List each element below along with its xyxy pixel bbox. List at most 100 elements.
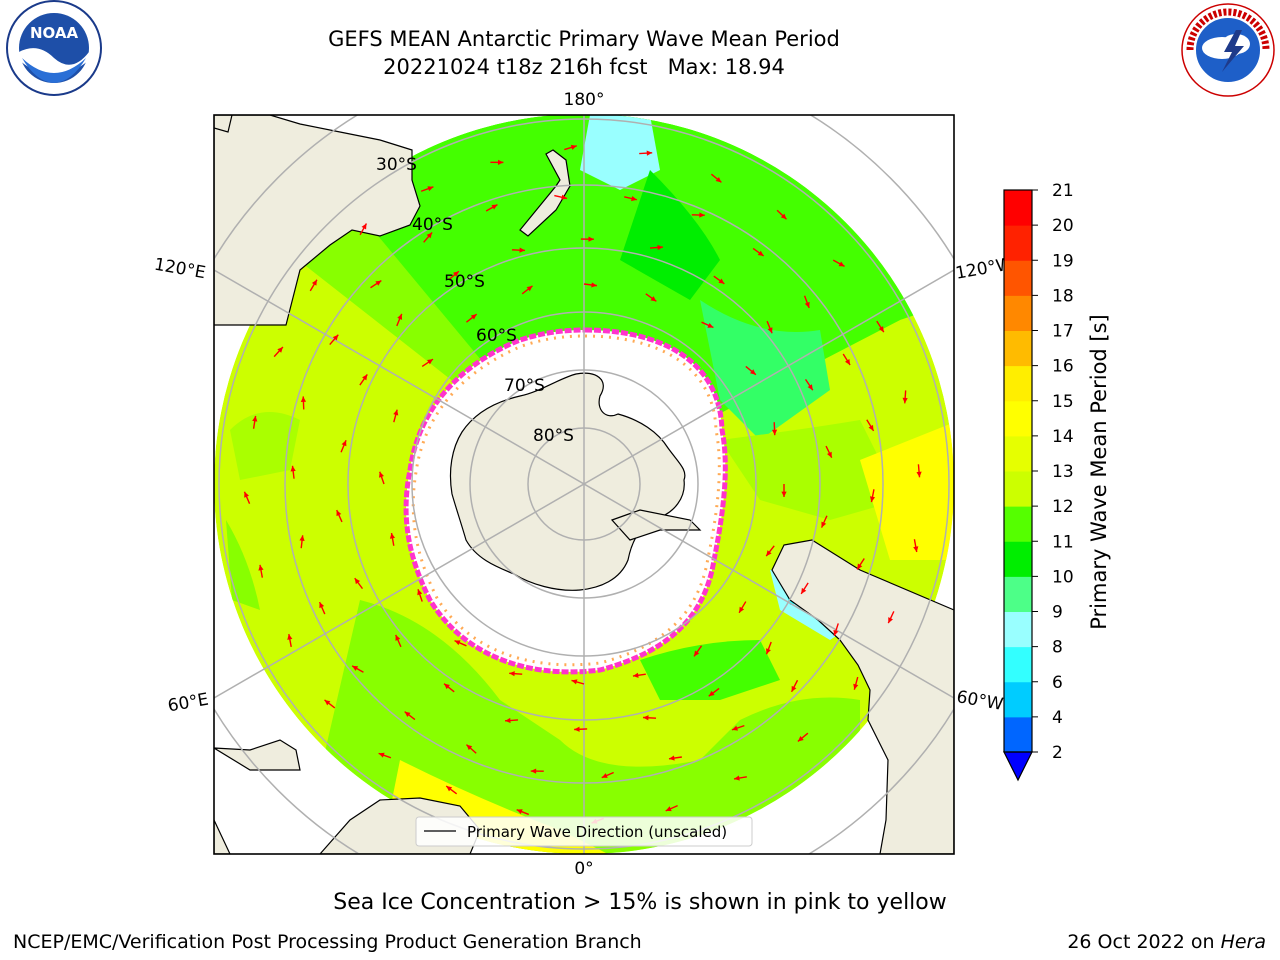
- colorbar-tick-label: 8: [1052, 638, 1063, 658]
- footer-machine: Hera: [1220, 931, 1266, 953]
- wave-arrow-head: [277, 347, 283, 353]
- lon-label-0: 0°: [574, 859, 593, 879]
- wave-arrow-head: [470, 314, 477, 320]
- wave-arrow-head: [632, 672, 639, 678]
- wave-arrow-head: [902, 397, 908, 404]
- map-legend: Primary Wave Direction (unscaled): [415, 816, 753, 847]
- wave-arrow-head: [868, 424, 874, 431]
- lat-label-60s: 60°S: [476, 326, 517, 346]
- colorbar-segment: [1004, 365, 1032, 402]
- wave-arrow-head: [913, 546, 919, 553]
- wave-arrow-head: [739, 606, 745, 613]
- wave-arrow-head: [853, 683, 859, 690]
- wave-arrow-head: [526, 285, 533, 292]
- wave-arrow-head: [341, 440, 347, 447]
- wave-arrow-head: [857, 563, 863, 570]
- noaa-logo: NOAA: [6, 0, 102, 96]
- colorbar-segment: [1004, 541, 1032, 577]
- new-zealand: [519, 149, 571, 237]
- wave-arrow-head: [444, 683, 450, 690]
- chart-title: GEFS MEAN Antarctic Primary Wave Mean Pe…: [328, 27, 840, 51]
- wave-arrow-head: [833, 629, 839, 636]
- wave-arrow-head: [631, 195, 637, 202]
- colorbar-segment: [1004, 611, 1032, 648]
- colorbar-segment: [1004, 330, 1032, 367]
- wave-arrow-head: [826, 451, 832, 458]
- wave-arrow-head: [417, 589, 423, 596]
- wave-arrow-head: [591, 282, 597, 288]
- madagascar: [214, 739, 301, 771]
- wave-arrow-head: [821, 521, 827, 528]
- wave-arrow-head: [379, 471, 384, 478]
- colorbar-label: Primary Wave Mean Period [s]: [1087, 314, 1111, 630]
- wave-arrow-head: [804, 301, 810, 308]
- colorbar-tick-label: 4: [1052, 708, 1063, 728]
- colorbar-tick-label: 18: [1052, 286, 1074, 306]
- wave-arrow-head: [791, 685, 797, 692]
- wave-arrow-head: [766, 550, 772, 557]
- graticule: [214, 115, 954, 854]
- colorbar-segment: [1004, 435, 1032, 472]
- wave-arrow-head: [290, 465, 296, 472]
- wave-arrow-head: [454, 640, 461, 646]
- wave-arrow-head: [361, 223, 367, 230]
- africa-corner: [214, 819, 231, 854]
- wave-arrow-head: [574, 726, 580, 732]
- chart-subtitle: 20221024 t18z 216h fcst Max: 18.94: [383, 55, 785, 79]
- footer-date-text: 26 Oct 2022 on: [1067, 931, 1221, 953]
- wave-arrow-head: [643, 715, 649, 721]
- australia-north: [214, 115, 233, 133]
- wave-arrow-head: [588, 236, 594, 242]
- wave-arrow-head: [838, 261, 845, 267]
- meridian-60e-120w: [214, 269, 954, 699]
- wave-arrow-head: [497, 159, 504, 165]
- wave-arrow-head: [389, 533, 396, 539]
- lat-label-70s: 70°S: [504, 376, 545, 396]
- wave-arrow-head: [375, 280, 382, 286]
- colorbar-segment: [1004, 681, 1032, 718]
- wave-arrow-head: [426, 232, 433, 239]
- wave-arrow-head: [715, 176, 722, 183]
- wave-arrow-head: [869, 496, 876, 503]
- wave-arrow-head: [446, 786, 453, 792]
- colorbar-under-triangle: [1003, 751, 1033, 782]
- wave-arrow-head: [646, 150, 653, 156]
- wave-arrow-head: [466, 744, 473, 751]
- wave-arrow-head: [718, 278, 725, 284]
- colorbar-tick-label: 12: [1052, 497, 1074, 517]
- lat-label-30s: 30°S: [376, 155, 417, 175]
- wave-arrow-head: [801, 587, 807, 594]
- colorbar-tick-label: 10: [1052, 567, 1074, 587]
- wave-arrow-head: [244, 491, 249, 498]
- wave-arrow-head: [519, 247, 525, 253]
- lon-label-60w: 60°W: [955, 687, 1005, 715]
- wave-arrow-head: [352, 665, 359, 671]
- wave-arrow-head: [767, 327, 773, 334]
- continents: [214, 115, 954, 854]
- lat-label-50s: 50°S: [444, 272, 485, 292]
- map-frame: [213, 114, 955, 855]
- wave-arrow-head: [601, 773, 608, 778]
- wave-arrow-head: [757, 250, 764, 256]
- wave-arrow-head: [516, 809, 523, 815]
- wave-arrow-head: [707, 322, 714, 328]
- colorbar-tick-label: 19: [1052, 251, 1074, 271]
- wave-arrow-head: [844, 359, 851, 366]
- wave-arrow-head: [427, 359, 433, 365]
- wave-arrow-head: [916, 471, 922, 478]
- wave-direction-arrows: [243, 144, 922, 824]
- noaa-logo-text: NOAA: [30, 24, 79, 42]
- wave-arrow-head: [699, 212, 705, 218]
- wave-arrow-head: [362, 374, 368, 381]
- wave-arrow-head: [734, 775, 740, 781]
- wave-arrow-head: [665, 806, 672, 812]
- colorbar-tick-label: 14: [1052, 427, 1074, 447]
- wave-arrow-head: [780, 213, 787, 220]
- wave-arrow-head: [311, 279, 317, 286]
- wave-arrow-head: [797, 736, 804, 742]
- footer-date: 26 Oct 2022 on Hera: [1067, 931, 1266, 953]
- colorbar-segment: [1004, 295, 1032, 331]
- wave-arrow-head: [258, 564, 264, 571]
- wave-arrow-head: [708, 690, 715, 697]
- wave-arrow-head: [732, 725, 738, 731]
